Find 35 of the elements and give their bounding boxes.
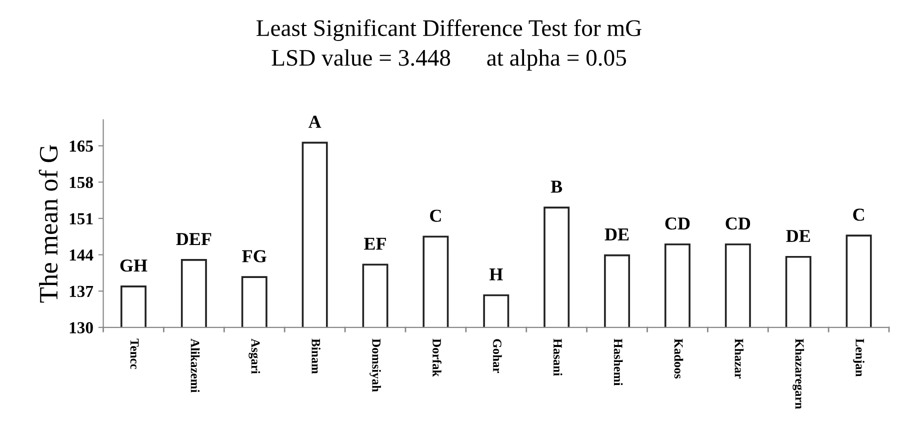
annotation: EF [364,238,386,250]
x-tick-label: Hashemi [614,338,623,386]
y-tick-label: 165 [70,140,93,152]
y-axis-title: The mean of G [38,144,58,303]
x-tick-label: Binam [312,338,320,374]
annotation: DE [786,230,810,242]
annotation: C [853,208,864,221]
annotation: DEF [176,233,212,246]
x-tick-label: Lenjan [853,338,864,377]
chart-title: Least Significant Difference Test for mG [256,19,642,41]
y-tick-label: 144 [70,250,94,261]
y-tick-label: 137 [70,286,94,298]
x-tick-label: Alikazemi [190,338,200,393]
annotation: C [430,210,441,222]
annotation: CD [726,217,750,230]
y-tick-label: 151 [70,213,93,224]
y-tick-label: 158 [70,176,93,188]
x-tick-label: Hasani [553,338,562,376]
chart-subtitle: LSD value = 3.448 at alpha = 0.05 [272,49,626,71]
annotation: B [550,180,562,193]
x-tick-label: Khazaregarn [792,338,804,409]
x-tick-label: Gohar [493,339,502,373]
x-tick-label: Tencc [130,338,139,370]
x-tick-label: Khazar [734,338,744,379]
y-tick-label: 130 [70,322,93,334]
annotation: FG [242,250,266,262]
x-tick-label: Asgari [248,338,260,374]
annotation: CD [665,217,690,230]
annotation: A [308,116,322,128]
x-tick-label: Kadoos [674,338,684,379]
annotation: DE [604,228,629,240]
x-tick-label: Domsiyah [370,338,381,392]
annotation: H [489,268,503,280]
annotation: GH [120,260,148,272]
x-tick-label: Dorfak [432,338,442,377]
